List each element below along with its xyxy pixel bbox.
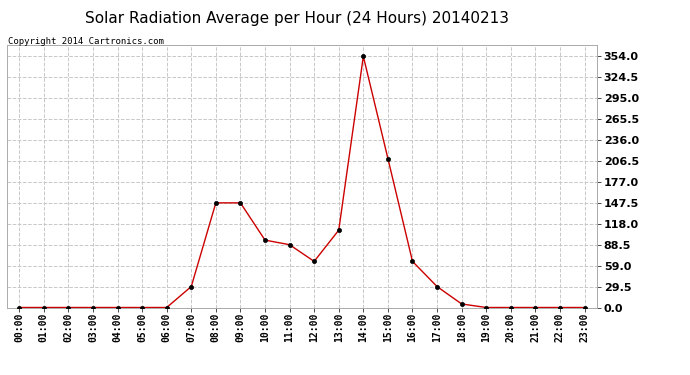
Text: Radiation (W/m2): Radiation (W/m2): [542, 28, 636, 38]
Text: Copyright 2014 Cartronics.com: Copyright 2014 Cartronics.com: [8, 38, 164, 46]
Text: Solar Radiation Average per Hour (24 Hours) 20140213: Solar Radiation Average per Hour (24 Hou…: [85, 11, 509, 26]
